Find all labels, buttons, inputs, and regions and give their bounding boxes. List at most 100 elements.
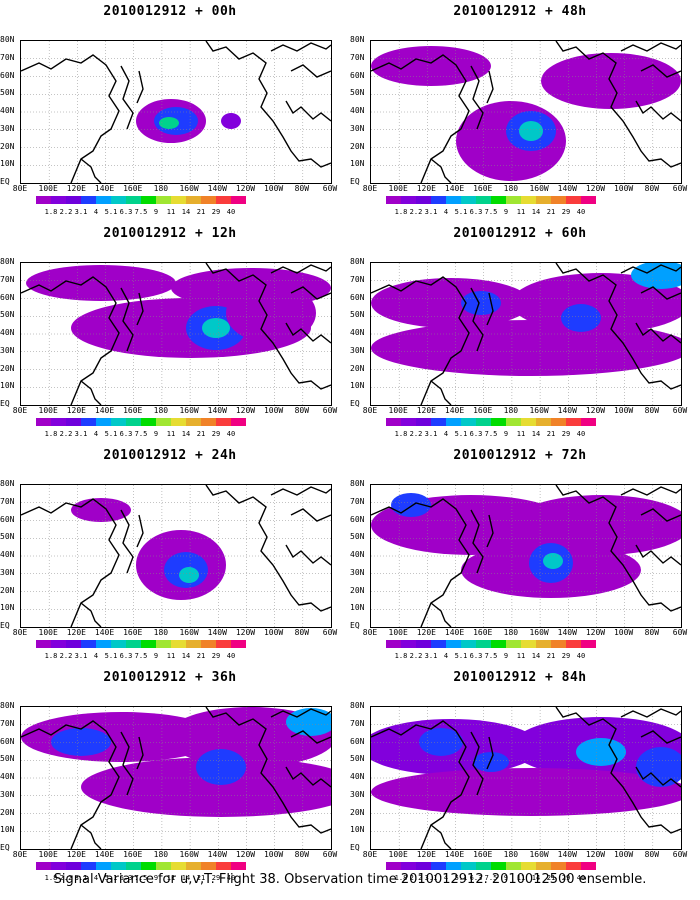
colorbar-segment (521, 418, 536, 426)
colorbar-segment (401, 862, 416, 870)
colorbar-segment (506, 640, 521, 648)
panel-title: 2010012912 + 24h (103, 448, 237, 463)
colorbar-label: 11 (516, 874, 526, 882)
colorbar-segment (386, 862, 401, 870)
latitude-label: 50N (350, 310, 365, 320)
longitude-label: 120W (585, 628, 606, 637)
latitude-label: 20N (350, 807, 365, 817)
longitude-label: 60W (672, 184, 688, 193)
colorbar-label: 4 (443, 652, 449, 660)
colorbar-label: 11 (516, 652, 526, 660)
colorbar-segment (66, 418, 81, 426)
longitude-label: 100W (613, 628, 634, 637)
colorbar-segment (81, 640, 96, 648)
colorbar-label: 14 (531, 874, 541, 882)
colorbar-segment (431, 862, 446, 870)
colorbar-label: 21 (196, 208, 206, 216)
colorbar-label: 9 (503, 208, 509, 216)
colorbar-label: 6.3 (119, 874, 133, 882)
coastline (270, 486, 331, 496)
longitude-label: 120E (416, 850, 436, 859)
coastline (620, 708, 681, 718)
colorbar-segment (186, 862, 201, 870)
colorbar-segment (536, 640, 551, 648)
latitude-label: 30N (350, 345, 365, 355)
latitude-label: 60N (0, 292, 15, 302)
longitude-label: 180 (153, 406, 169, 415)
coastline (555, 707, 681, 834)
longitude-label: 140E (94, 184, 115, 193)
latitude-label: 80N (0, 257, 15, 266)
colorbar-segment (141, 640, 156, 648)
variance-region (511, 495, 681, 555)
colorbar-segment (171, 862, 186, 870)
longitude-label: 80W (644, 850, 660, 859)
panel-title: 2010012912 + 72h (453, 448, 587, 463)
latitude-label: 50N (350, 532, 365, 542)
coastline (290, 730, 331, 744)
colorbar-label: 2.2 (409, 652, 423, 660)
coastline (136, 514, 144, 548)
coastline (21, 498, 120, 627)
coastline (205, 41, 331, 168)
colorbar-segment (551, 640, 566, 648)
latitude-label: 80N (0, 701, 15, 710)
latitude-label: 40N (0, 550, 15, 559)
colorbar-label: 40 (226, 208, 236, 216)
longitude-label: 60W (672, 850, 688, 859)
latitude-label: 40N (0, 106, 15, 115)
colorbar-segment (66, 196, 81, 204)
colorbar-label: 11 (166, 652, 176, 660)
colorbar-label: 29 (561, 430, 571, 438)
longitude-label: 80E (362, 184, 378, 193)
coastline (371, 276, 470, 405)
variance-region (179, 567, 199, 583)
colorbar-label: 14 (181, 874, 191, 882)
coastline (285, 544, 331, 566)
colorbar-segment (521, 196, 536, 204)
latitude-label: 70N (0, 52, 15, 62)
colorbar-label: 6.3 (469, 430, 483, 438)
latitude-label: 70N (350, 496, 365, 506)
colorbar-segment (476, 418, 491, 426)
longitude-label: 140E (444, 184, 465, 193)
colorbar-segment (156, 862, 171, 870)
colorbar-segment (491, 196, 506, 204)
latitude-label: 40N (350, 550, 365, 559)
colorbar-segment (446, 640, 461, 648)
colorbar-label: 6.3 (469, 652, 483, 660)
coastline (635, 322, 681, 344)
coastline (285, 766, 331, 788)
colorbar-label: 21 (546, 874, 556, 882)
colorbar-segment (36, 196, 51, 204)
colorbar-segment (216, 640, 231, 648)
colorbar-label: 14 (181, 430, 191, 438)
colorbar-label: 2.2 (409, 430, 423, 438)
colorbar-label: 3.1 (424, 208, 438, 216)
variance-region (196, 749, 246, 785)
colorbar-segment (551, 196, 566, 204)
coastline (80, 824, 102, 849)
longitude-label: 80W (644, 406, 660, 415)
coastline (470, 731, 484, 796)
colorbar-segment (156, 196, 171, 204)
colorbar-segment (51, 196, 66, 204)
longitude-label: 60W (322, 628, 338, 637)
colorbar-label: 6.3 (119, 652, 133, 660)
latitude-label: 20N (0, 585, 15, 595)
map-panel: 2010012912 + 36h 80N 70N 60N 50N 40N 30N 20N 10N… (0, 666, 340, 882)
coastline (80, 602, 102, 627)
longitude-label: 60W (672, 628, 688, 637)
longitude-label: 140W (557, 628, 577, 637)
longitude-label: 140E (444, 406, 465, 415)
colorbar-segment (186, 640, 201, 648)
colorbar-label: 29 (211, 652, 221, 660)
latitude-label: 20N (0, 363, 15, 373)
colorbar-label: 9 (153, 430, 159, 438)
colorbar-segment (446, 418, 461, 426)
coastline (120, 731, 134, 796)
colorbar-segment (141, 196, 156, 204)
colorbar-label: 7.5 (134, 430, 148, 438)
longitude-label: 140W (207, 850, 227, 859)
longitude-label: 80E (362, 406, 378, 415)
